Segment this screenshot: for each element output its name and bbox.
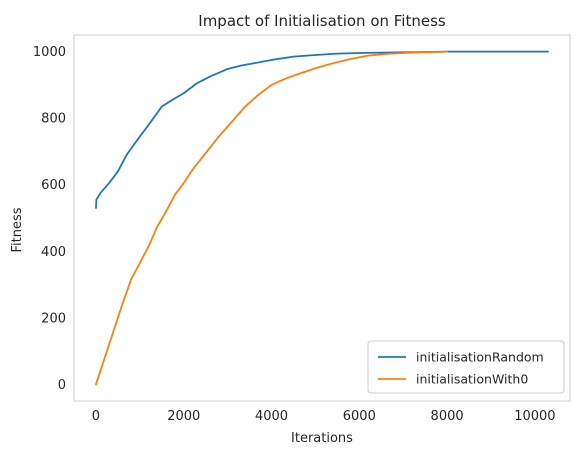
x-axis-label: Iterations [291,431,353,446]
x-tick-label: 2000 [167,409,200,424]
y-tick-label: 600 [41,178,66,193]
legend-frame [367,340,565,394]
y-axis-label: Fitness [10,207,25,252]
x-tick-label: 8000 [431,409,464,424]
x-tick-label: 4000 [255,409,288,424]
y-tick-label: 400 [41,245,66,260]
plot-frame [73,34,571,402]
plot-area [73,34,571,402]
legend-entry-initialisationRandom: initialisationRandom [416,350,544,365]
y-tick-label: 0 [58,378,66,393]
y-tick-label: 800 [41,112,66,127]
y-tick-label: 1000 [33,45,66,60]
y-ticks: 0 200 400 600 800 1000 [33,45,66,393]
chart-title: Impact of Initialisation on Fitness [198,12,446,30]
x-tick-label: 10000 [514,409,555,424]
legend-entry-initialisationWith0: initialisationWith0 [416,372,528,387]
y-tick-label: 200 [41,311,66,326]
series-line-initialisationWith0 [95,50,449,386]
x-tick-label: 0 [92,409,100,424]
legend: initialisationRandom initialisationWith0 [367,340,565,394]
x-ticks: 0 2000 4000 6000 8000 10000 [92,409,556,424]
series-lines [95,50,549,386]
x-tick-label: 6000 [343,409,376,424]
